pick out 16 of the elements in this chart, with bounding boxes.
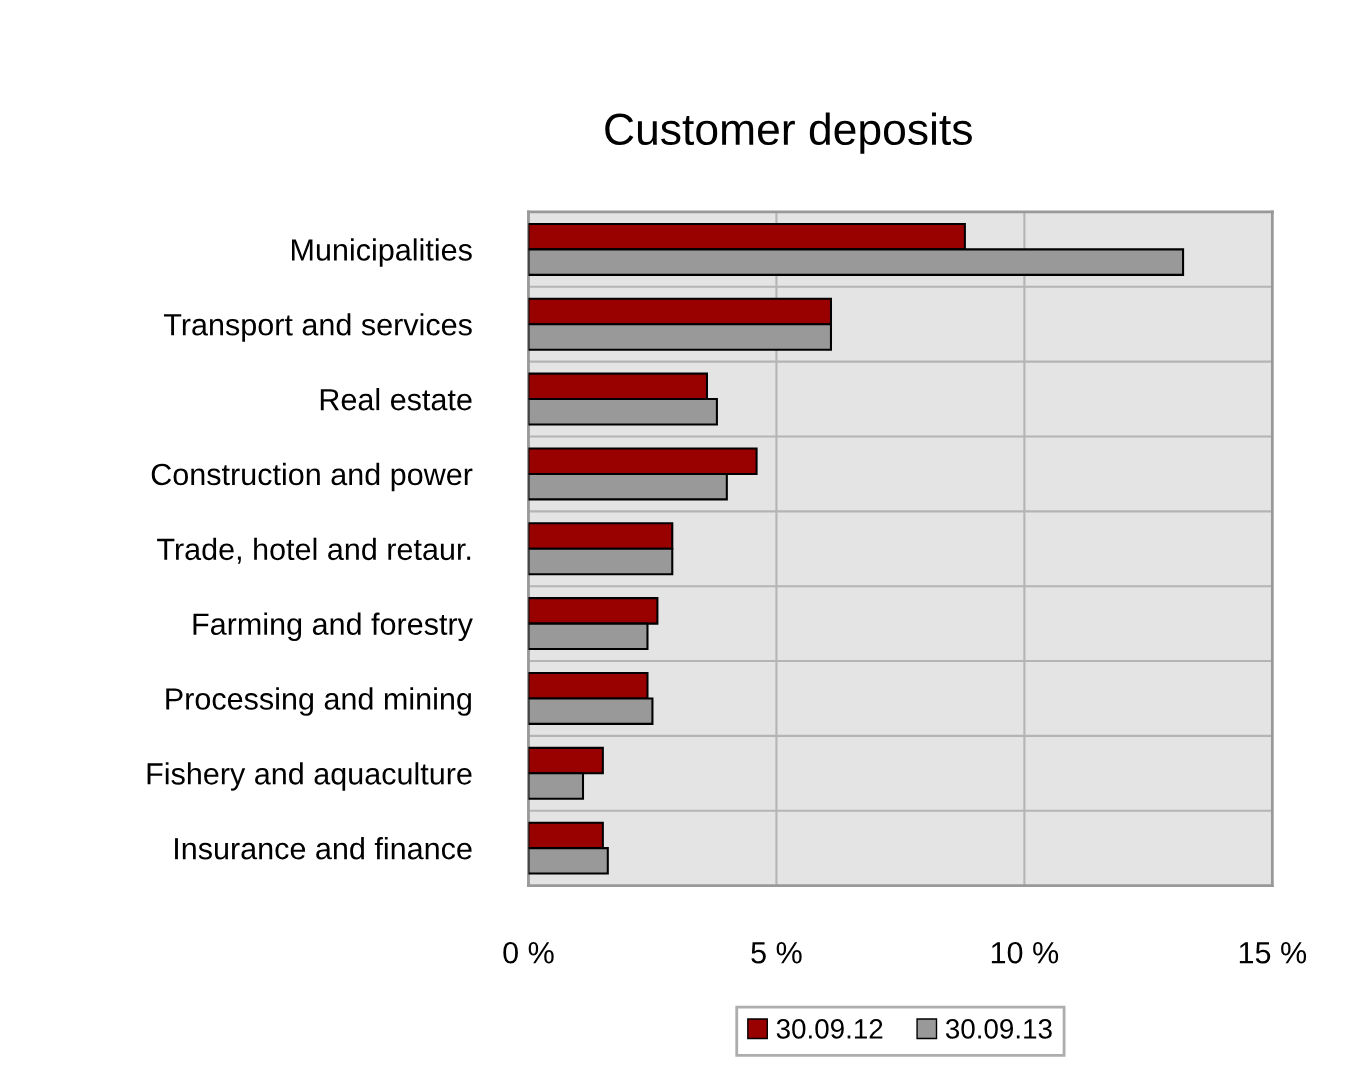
legend-label: 30.09.12	[776, 1019, 883, 1039]
y-tick-label: Fishery and aquaculture	[147, 762, 472, 791]
y-tick-label: Trade, hotel and retaur.	[157, 537, 471, 564]
y-tick-label: Processing and mining	[166, 687, 471, 716]
legend-label: 30.09.13	[945, 1019, 1052, 1039]
y-tick-label: Construction and power	[151, 462, 473, 492]
x-tick-label: 5 %	[751, 942, 802, 964]
chart-title: Customer deposits	[605, 112, 972, 154]
y-tick-label: Municipalities	[292, 238, 472, 267]
y-tick-label: Insurance and finance	[175, 837, 472, 860]
x-tick-label: 10 %	[991, 941, 1059, 964]
y-tick-label: Real estate	[320, 388, 472, 411]
y-tick-label: Farming and forestry	[193, 612, 473, 642]
x-tick-label: 15 %	[1239, 942, 1307, 964]
y-tick-label: Transport and services	[163, 313, 472, 342]
x-tick-label: 0 %	[503, 941, 554, 964]
